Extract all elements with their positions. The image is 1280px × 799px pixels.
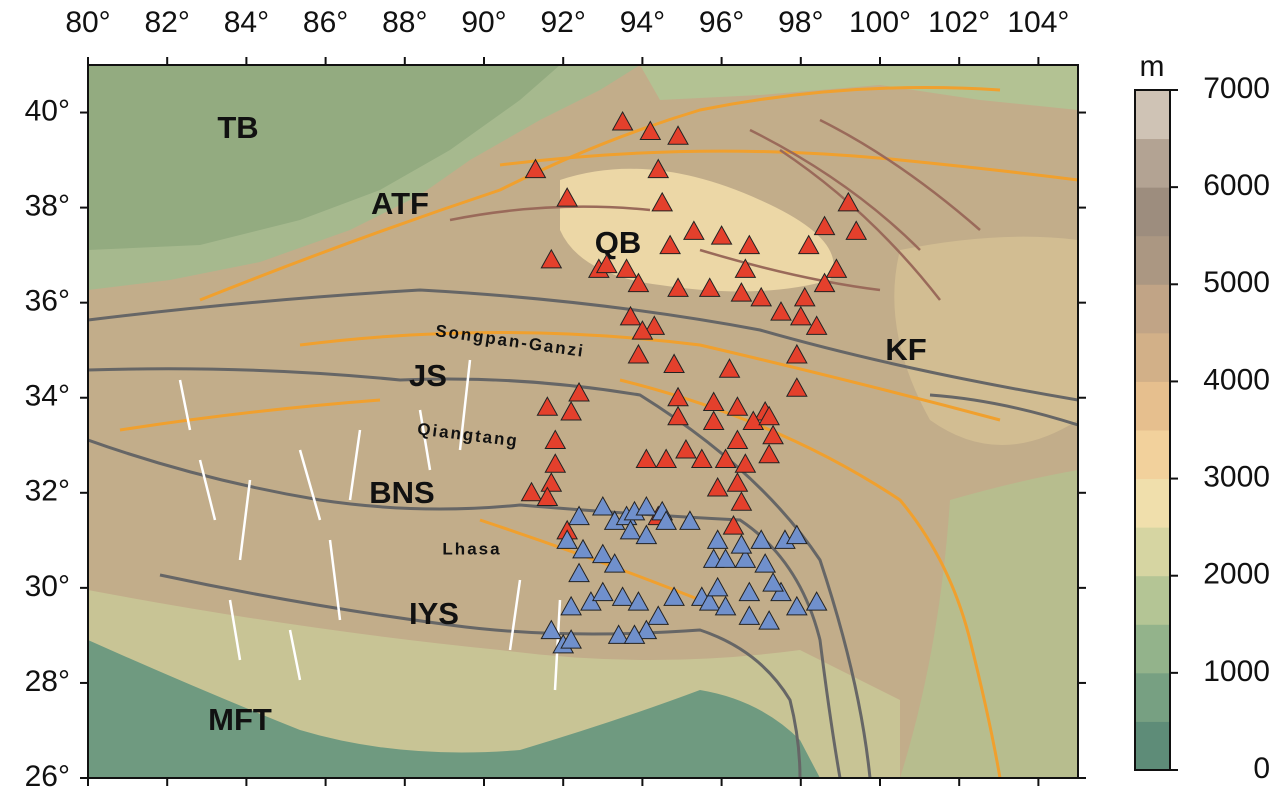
x-tick-label: 82° <box>145 6 190 39</box>
y-tick-label: 32° <box>25 475 70 508</box>
colorbar-step <box>1135 624 1170 673</box>
x-tick-label: 104° <box>1007 6 1069 39</box>
map-figure: m 80° 82° 84° 86° 88° 90° 92° 94° 96° 98° 100° 102°… <box>0 0 1280 794</box>
y-tick-label: 34° <box>25 380 70 413</box>
y-tick-label: 30° <box>25 570 70 603</box>
x-tick-label: 86° <box>303 6 348 39</box>
x-tick-label: 90° <box>461 6 506 39</box>
x-tick-label: 80° <box>65 6 110 39</box>
x-tick-label: 100° <box>849 6 911 39</box>
x-tick-label: 96° <box>699 6 744 39</box>
colorbar-step <box>1135 284 1170 333</box>
colorbar-step <box>1135 721 1170 770</box>
region-label: TB <box>217 110 258 145</box>
x-tick-label: 88° <box>382 6 427 39</box>
colorbar-tick-label: 7000 <box>1203 72 1270 105</box>
y-tick-label: 26° <box>25 760 70 793</box>
colorbar-unit: m <box>1140 50 1165 83</box>
x-tick-label: 94° <box>620 6 665 39</box>
region-label: ATF <box>371 186 429 221</box>
terrain <box>88 65 1078 778</box>
colorbar-tick-label: 4000 <box>1203 363 1270 396</box>
colorbar-step <box>1135 430 1170 479</box>
colorbar-step <box>1135 479 1170 528</box>
colorbar-tick-label: 0 <box>1253 752 1270 785</box>
colorbar-step <box>1135 90 1170 139</box>
region-label: JS <box>409 358 447 393</box>
region-label: IYS <box>409 596 459 631</box>
colorbar-step <box>1135 139 1170 188</box>
y-tick-label: 28° <box>25 665 70 698</box>
x-tick-label: 102° <box>928 6 990 39</box>
y-tick-label: 40° <box>25 94 70 127</box>
region-label: BNS <box>369 475 434 510</box>
region-label: Lhasa <box>442 539 501 558</box>
colorbar-step <box>1135 187 1170 236</box>
colorbar-tick-label: 6000 <box>1203 169 1270 202</box>
colorbar-tick-label: 5000 <box>1203 266 1270 299</box>
y-tick-label: 38° <box>25 190 70 223</box>
colorbar-step <box>1135 381 1170 430</box>
region-label: MFT <box>208 702 272 737</box>
colorbar-step <box>1135 527 1170 576</box>
x-tick-label: 92° <box>541 6 586 39</box>
colorbar-tick-label: 3000 <box>1203 460 1270 493</box>
colorbar-tick-label: 1000 <box>1203 655 1270 688</box>
colorbar-step <box>1135 333 1170 382</box>
colorbar-step <box>1135 576 1170 625</box>
region-label: KF <box>885 332 926 367</box>
y-tick-label: 36° <box>25 285 70 318</box>
region-label: QB <box>595 225 642 260</box>
colorbar-step <box>1135 236 1170 285</box>
x-tick-label: 84° <box>224 6 269 39</box>
colorbar-tick-label: 2000 <box>1203 558 1270 591</box>
x-tick-label: 98° <box>778 6 823 39</box>
colorbar-step <box>1135 673 1170 722</box>
